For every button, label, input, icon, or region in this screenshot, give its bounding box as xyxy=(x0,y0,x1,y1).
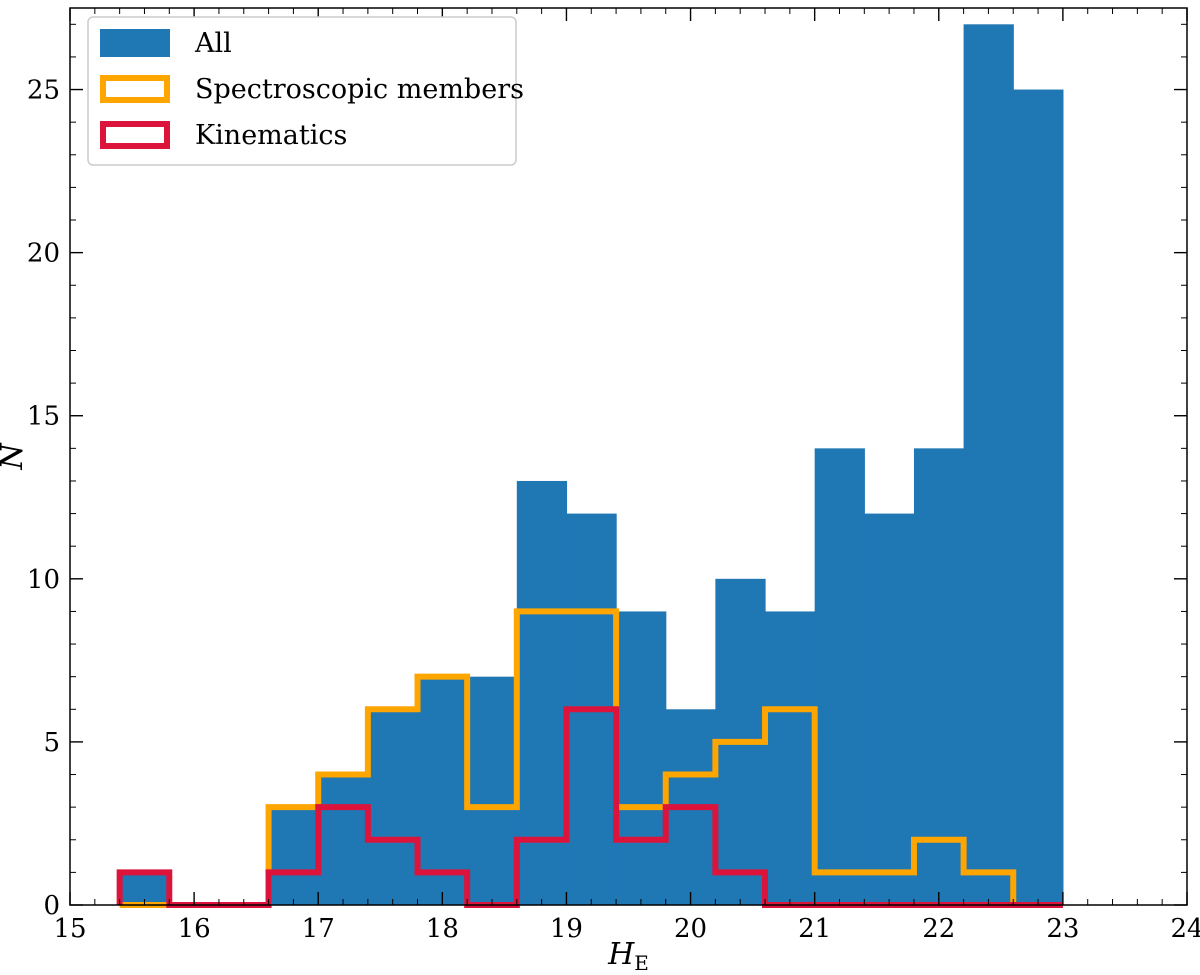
x-axis-label: HE xyxy=(607,937,649,975)
y-tick-label: 10 xyxy=(27,565,60,595)
tick-labels-layer: 15 16 17 18 19 20 21 22 23 24 0 5 10 15 20 25 xyxy=(27,76,1200,944)
bar-all-16 xyxy=(913,448,965,905)
x-tick-label: 17 xyxy=(302,914,335,944)
x-tick-label: 19 xyxy=(550,914,583,944)
bar-all-14 xyxy=(814,448,865,905)
legend-label-all: All xyxy=(194,28,232,59)
y-tick-label: 5 xyxy=(43,728,60,758)
bar-all-5 xyxy=(367,709,419,905)
legend-swatch-kinematics xyxy=(100,121,170,149)
x-tick-label: 20 xyxy=(674,914,707,944)
x-tick-label: 24 xyxy=(1170,914,1200,944)
bar-all-7 xyxy=(467,676,518,905)
y-tick-label: 25 xyxy=(27,76,60,106)
legend-swatch-all xyxy=(100,29,170,57)
bar-all-6 xyxy=(417,676,468,905)
y-tick-label: 15 xyxy=(27,402,60,432)
legend-box xyxy=(87,16,517,166)
bar-all-3 xyxy=(268,807,319,905)
x-tick-label: 21 xyxy=(798,914,831,944)
bar-all-18 xyxy=(1013,89,1064,905)
all-bars-layer xyxy=(119,24,1064,906)
bar-all-17 xyxy=(963,24,1014,906)
bar-all-8 xyxy=(516,480,568,905)
legend: All Spectroscopic members Kinematics xyxy=(87,16,524,166)
bar-all-15 xyxy=(864,513,915,905)
x-axis-label-main: H xyxy=(607,937,635,972)
x-axis-label-subscript: E xyxy=(634,951,649,975)
y-axis-label: N xyxy=(0,442,30,471)
y-tick-label: 0 xyxy=(43,891,60,921)
bar-all-10 xyxy=(616,611,667,905)
bar-all-13 xyxy=(765,611,816,905)
legend-label-kinematics: Kinematics xyxy=(195,120,347,151)
y-tick-label: 20 xyxy=(27,239,60,269)
x-tick-label: 22 xyxy=(922,914,955,944)
bar-all-4 xyxy=(318,774,369,905)
legend-swatch-spectroscopic xyxy=(100,75,170,103)
x-tick-label: 16 xyxy=(178,914,211,944)
plot-frame xyxy=(69,7,1188,906)
x-tick-label: 15 xyxy=(53,914,86,944)
x-tick-label: 23 xyxy=(1046,914,1079,944)
x-tick-label: 18 xyxy=(426,914,459,944)
legend-label-spectroscopic: Spectroscopic members xyxy=(195,74,524,105)
